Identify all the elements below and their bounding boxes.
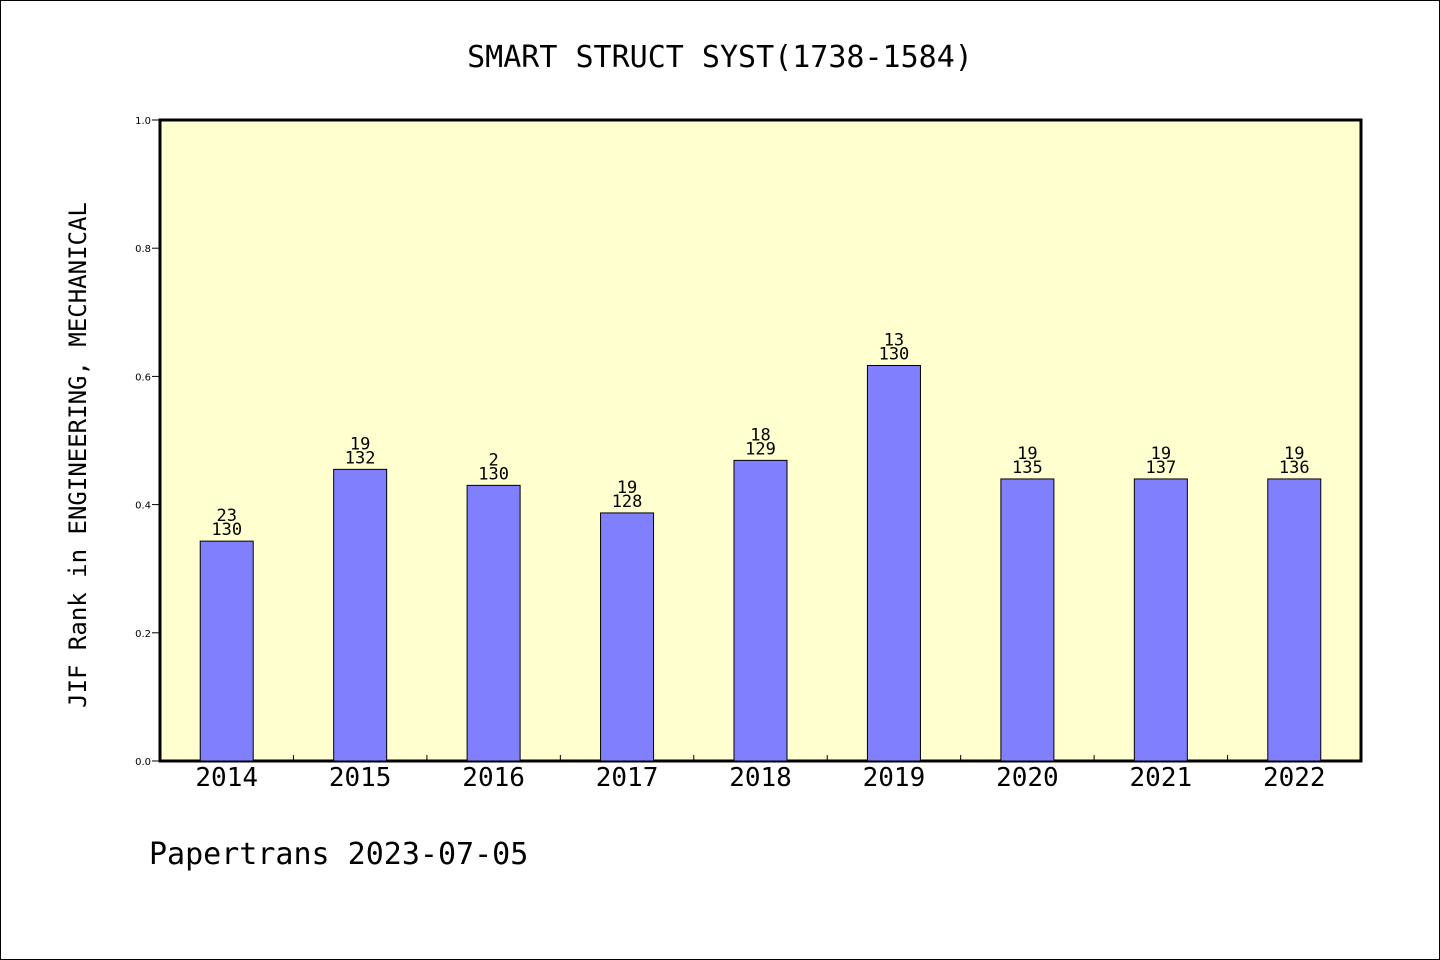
bar-rank-label: 18 [750,425,770,445]
bar-rank-label: 19 [1017,444,1037,464]
bar [1000,478,1055,762]
bar [333,468,388,762]
bar-series [199,365,1322,762]
x-tick-label: 2021 [1130,763,1193,793]
bar-total-label: 130 [879,345,910,365]
bar-rank-label: 19 [1151,444,1171,464]
y-tick-label: 0.0 [135,757,151,768]
x-tick-label: 2016 [462,763,525,793]
bar-rank-label: 19 [1284,444,1304,464]
bar [1133,478,1188,762]
x-tick-label: 2020 [996,763,1059,793]
bar-total-label: 132 [345,448,376,468]
y-tick-label: 0.6 [135,372,151,383]
bar-rank-label: 19 [350,434,370,454]
y-tick-label: 1.0 [135,116,151,127]
y-axis: 0.0 0.2 0.4 0.6 0.8 1.0 [135,116,160,768]
bar-rank-label: 2 [488,450,498,470]
bar-total-label: 135 [1012,458,1043,478]
x-tick-label: 2019 [863,763,926,793]
bar [1267,478,1322,762]
bar [733,459,788,762]
bar-total-label: 129 [745,439,776,459]
x-tick-label: 2022 [1263,763,1326,793]
bar [866,365,921,762]
x-tick-label: 2015 [329,763,392,793]
x-tick-label: 2018 [729,763,792,793]
y-tick-label: 0.2 [135,629,151,640]
x-axis: 2014 2015 2016 2017 2018 2019 2020 2021 2022 [195,755,1326,793]
bar [600,512,655,762]
bar-total-label: 130 [211,520,242,540]
bar-total-label: 128 [612,492,643,512]
chart-title: SMART STRUCT SYST(1738-1584) [467,40,973,75]
bar [466,484,521,762]
bar-rank-label: 19 [617,478,637,498]
bar-total-label: 130 [478,464,509,484]
bar-total-label: 136 [1279,458,1310,478]
bar-rank-label: 13 [884,331,904,351]
x-tick-label: 2017 [596,763,659,793]
footer-credit: Papertrans 2023-07-05 [149,837,528,872]
bar-rank-label: 23 [216,506,236,526]
x-tick-label: 2014 [195,763,258,793]
y-tick-label: 0.8 [135,244,151,255]
y-axis-label: JIF Rank in ENGINEERING, MECHANICAL [64,202,92,708]
y-tick-label: 0.4 [135,501,151,512]
bar-total-label: 137 [1145,458,1176,478]
bar [199,540,254,762]
